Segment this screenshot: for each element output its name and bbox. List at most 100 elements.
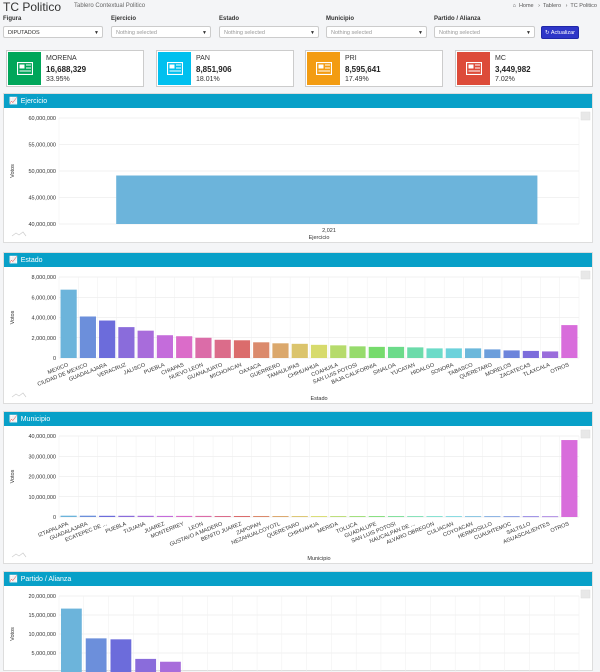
bar[interactable] [116, 175, 538, 224]
bar[interactable] [79, 515, 96, 517]
bar[interactable] [118, 515, 135, 517]
bar[interactable] [156, 515, 174, 517]
bar[interactable] [291, 343, 308, 358]
bar[interactable] [349, 516, 366, 517]
figura-select[interactable]: DIPUTADOS ▼ [3, 26, 103, 38]
bar[interactable] [349, 346, 366, 358]
bar[interactable] [118, 327, 135, 358]
bar[interactable] [407, 347, 424, 358]
panel-header: 📈 Estado [4, 253, 592, 267]
bar[interactable] [135, 658, 157, 672]
chevron-down-icon: ▼ [310, 30, 315, 36]
bar[interactable] [137, 515, 154, 517]
breadcrumb-tablero[interactable]: Tablero [542, 3, 562, 9]
bar[interactable] [330, 345, 347, 358]
bar[interactable] [330, 516, 347, 517]
bar[interactable] [368, 516, 385, 517]
bar[interactable] [214, 515, 231, 517]
chart-svg: 0 10,000,000 20,000,000 30,000,000 40,000,00… [10, 429, 591, 562]
bar[interactable] [110, 639, 132, 672]
bar[interactable] [484, 516, 501, 518]
bar[interactable] [426, 516, 443, 517]
bar[interactable] [253, 342, 270, 358]
bar[interactable] [484, 349, 501, 358]
bar[interactable] [60, 608, 82, 672]
bar[interactable] [233, 515, 251, 517]
card-value: 8,851,906 [196, 65, 232, 74]
bar[interactable] [503, 516, 520, 518]
bar[interactable] [137, 330, 154, 358]
bar[interactable] [291, 516, 308, 517]
bar[interactable] [176, 336, 193, 358]
chart-menu-button[interactable] [580, 429, 591, 439]
zoom-icon[interactable] [11, 552, 27, 558]
ejercicio-select[interactable]: Nothing selected ▼ [111, 26, 211, 38]
estado-select[interactable]: Nothing selected ▼ [219, 26, 319, 38]
y-tick-label: 40,000,000 [28, 434, 56, 440]
chart-svg: 5,000,000 10,000,000 15,000,000 20,000,000 V… [10, 589, 591, 672]
bar[interactable] [542, 351, 559, 358]
chart-menu-button[interactable] [580, 111, 591, 121]
bar[interactable] [522, 516, 539, 518]
update-button[interactable]: ↻ Actualizar [541, 26, 579, 39]
bar[interactable] [99, 515, 116, 517]
x-axis-label: Ejercicio [309, 235, 330, 241]
breadcrumb-home[interactable]: Home [518, 3, 534, 9]
bar[interactable] [195, 337, 212, 358]
bar[interactable] [79, 316, 96, 358]
bar[interactable] [561, 440, 578, 517]
chart-municipio: 0 10,000,000 20,000,000 30,000,000 40,000,00… [4, 426, 592, 565]
bar[interactable] [253, 515, 270, 517]
bar[interactable] [233, 340, 251, 358]
card-name: PRI [345, 55, 357, 62]
x-tick-label: LEON [188, 521, 204, 532]
bar[interactable] [195, 515, 212, 517]
zoom-icon[interactable] [11, 392, 27, 398]
bar[interactable] [503, 350, 520, 358]
bar[interactable] [561, 325, 578, 358]
card-mc: MC 3,449,982 7.02% [455, 50, 593, 87]
y-tick-label: 6,000,000 [32, 295, 56, 301]
y-tick-label: 8,000,000 [32, 275, 56, 281]
bar[interactable] [272, 343, 289, 358]
bar[interactable] [368, 346, 385, 358]
panel-title: Ejercicio [20, 98, 48, 105]
bar[interactable] [445, 348, 462, 358]
newspaper-icon [8, 52, 41, 85]
bar[interactable] [156, 335, 174, 358]
card-morena: MORENA 16,688,329 33.95% [6, 50, 144, 87]
bar[interactable] [85, 638, 107, 672]
bar[interactable] [464, 516, 482, 518]
bar[interactable] [407, 516, 424, 517]
bar[interactable] [464, 348, 482, 358]
bar[interactable] [310, 344, 328, 358]
bar[interactable] [176, 515, 193, 517]
chart-menu-button[interactable] [580, 589, 591, 599]
bar[interactable] [214, 339, 231, 358]
bar[interactable] [387, 516, 405, 517]
update-label: Actualizar [550, 30, 575, 36]
y-tick-label: 45,000,000 [28, 196, 56, 202]
bar[interactable] [445, 516, 462, 518]
bar[interactable] [426, 348, 443, 358]
breadcrumb: ⌂ Home › Tablero › TC Politico [510, 3, 597, 9]
x-tick-label: JALISCO [123, 362, 147, 376]
breadcrumb-separator: › [565, 3, 568, 9]
newspaper-icon [457, 52, 490, 85]
bar[interactable] [60, 289, 77, 358]
municipio-select[interactable]: Nothing selected ▼ [326, 26, 427, 38]
x-tick-label: OTROS [550, 362, 571, 375]
bar[interactable] [542, 516, 559, 518]
bar[interactable] [387, 346, 405, 358]
zoom-icon[interactable] [11, 231, 27, 237]
page-subtitle: Tablero Contextual Politico [74, 3, 146, 9]
bar[interactable] [99, 320, 116, 358]
partido-select[interactable]: Nothing selected ▼ [434, 26, 535, 38]
bar[interactable] [60, 515, 77, 517]
bar[interactable] [522, 350, 539, 358]
bar[interactable] [310, 516, 328, 517]
card-percent: 18.01% [196, 76, 220, 83]
y-tick-label: 20,000,000 [28, 594, 56, 600]
bar[interactable] [272, 516, 289, 517]
chart-menu-button[interactable] [580, 270, 591, 280]
